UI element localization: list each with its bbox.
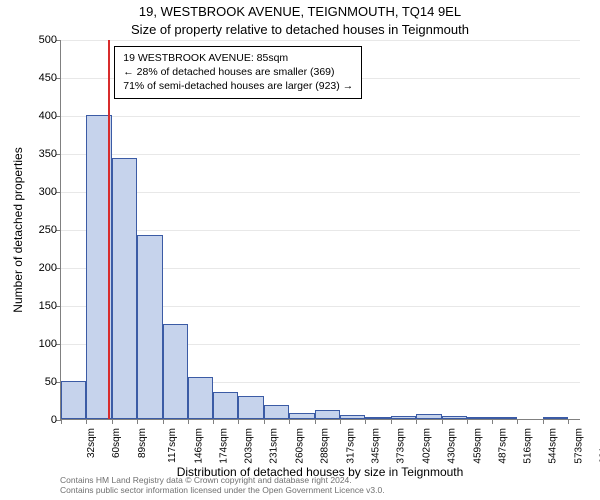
y-tick-label: 350 (17, 148, 57, 160)
histogram-bar (416, 414, 442, 419)
x-tick-label: 317sqm (346, 428, 357, 464)
histogram-bar (289, 413, 315, 419)
histogram-bar (365, 417, 391, 419)
x-tick-mark (315, 419, 316, 424)
page-subtitle: Size of property relative to detached ho… (0, 22, 600, 37)
x-tick-label: 146sqm (193, 428, 204, 464)
footer-line-2: Contains public sector information licen… (60, 485, 385, 496)
x-tick-label: 288sqm (320, 428, 331, 464)
x-tick-mark (442, 419, 443, 424)
page-title: 19, WESTBROOK AVENUE, TEIGNMOUTH, TQ14 9… (0, 4, 600, 19)
histogram-bar (467, 417, 493, 419)
x-tick-label: 345sqm (371, 428, 382, 464)
x-tick-mark (568, 419, 569, 424)
gridline (61, 192, 580, 193)
y-tick-label: 400 (17, 110, 57, 122)
histogram-bar (137, 235, 163, 419)
x-tick-mark (163, 419, 164, 424)
x-tick-mark (492, 419, 493, 424)
x-tick-label: 487sqm (497, 428, 508, 464)
annotation-box: 19 WESTBROOK AVENUE: 85sqm ← 28% of deta… (114, 46, 362, 99)
gridline (61, 230, 580, 231)
x-tick-label: 203sqm (244, 428, 255, 464)
x-tick-label: 32sqm (86, 428, 97, 458)
x-tick-mark (517, 419, 518, 424)
x-tick-label: 174sqm (218, 428, 229, 464)
y-tick-label: 150 (17, 300, 57, 312)
histogram-bar (213, 392, 238, 419)
histogram-bar (543, 417, 568, 419)
x-tick-label: 573sqm (574, 428, 585, 464)
x-tick-mark (188, 419, 189, 424)
x-tick-mark (213, 419, 214, 424)
histogram-bar (238, 396, 264, 419)
x-tick-label: 89sqm (137, 428, 148, 458)
x-tick-mark (137, 419, 138, 424)
histogram-bar (492, 417, 517, 419)
x-tick-label: 231sqm (269, 428, 280, 464)
footer-attribution: Contains HM Land Registry data © Crown c… (60, 475, 385, 496)
footer-line-1: Contains HM Land Registry data © Crown c… (60, 475, 385, 486)
histogram-bar (163, 324, 188, 419)
histogram-bar (340, 415, 365, 419)
y-tick-label: 200 (17, 262, 57, 274)
x-tick-mark (467, 419, 468, 424)
x-tick-mark (391, 419, 392, 424)
y-tick-label: 0 (17, 414, 57, 426)
histogram-bar (61, 381, 86, 419)
x-tick-mark (416, 419, 417, 424)
histogram-bar (315, 410, 340, 419)
x-tick-mark (264, 419, 265, 424)
histogram-bar (264, 405, 289, 419)
histogram-bar (442, 416, 467, 419)
x-tick-label: 544sqm (548, 428, 559, 464)
x-tick-mark (365, 419, 366, 424)
annotation-line-2: ← 28% of detached houses are smaller (36… (123, 65, 353, 79)
marker-line (108, 40, 110, 419)
y-tick-label: 450 (17, 72, 57, 84)
annotation-line-3: 71% of semi-detached houses are larger (… (123, 79, 353, 93)
annotation-line-1: 19 WESTBROOK AVENUE: 85sqm (123, 51, 353, 65)
x-tick-mark (543, 419, 544, 424)
x-tick-mark (61, 419, 62, 424)
histogram-bar (391, 416, 416, 419)
x-tick-label: 516sqm (523, 428, 534, 464)
x-tick-mark (112, 419, 113, 424)
gridline (61, 154, 580, 155)
y-tick-label: 50 (17, 376, 57, 388)
x-tick-mark (340, 419, 341, 424)
y-tick-label: 100 (17, 338, 57, 350)
x-tick-label: 117sqm (167, 428, 178, 463)
x-tick-label: 260sqm (295, 428, 306, 464)
chart-container: 19, WESTBROOK AVENUE, TEIGNMOUTH, TQ14 9… (0, 0, 600, 500)
x-tick-label: 60sqm (111, 428, 122, 458)
histogram-bar (112, 158, 137, 419)
x-tick-label: 459sqm (472, 428, 483, 464)
gridline (61, 116, 580, 117)
gridline (61, 40, 580, 41)
x-tick-label: 430sqm (446, 428, 457, 464)
x-tick-mark (289, 419, 290, 424)
x-tick-mark (86, 419, 87, 424)
y-tick-label: 250 (17, 224, 57, 236)
y-tick-label: 300 (17, 186, 57, 198)
plot-area: 19 WESTBROOK AVENUE: 85sqm ← 28% of deta… (60, 40, 580, 420)
x-tick-mark (238, 419, 239, 424)
y-tick-label: 500 (17, 34, 57, 46)
x-tick-label: 402sqm (421, 428, 432, 464)
x-tick-label: 373sqm (396, 428, 407, 464)
histogram-bar (188, 377, 214, 419)
